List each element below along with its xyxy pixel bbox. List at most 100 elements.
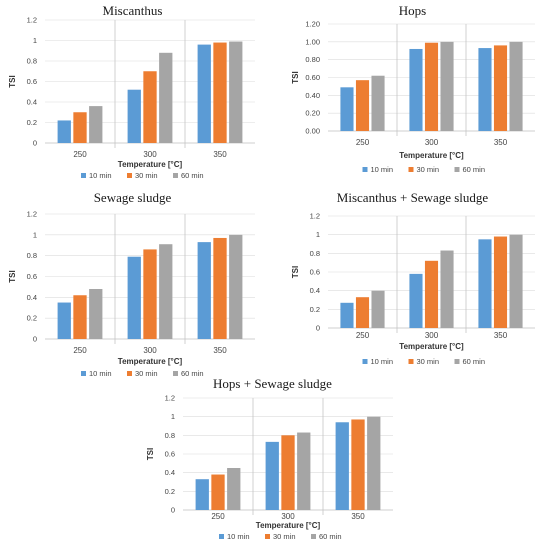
y-tick-label: 0.6: [27, 77, 37, 86]
legend-label: 30 min: [135, 171, 158, 180]
x-tick-label: 350: [213, 346, 227, 355]
y-tick-label: 0.40: [305, 91, 320, 100]
chart-hops: Hops 0.00 0.20 0.40 0.60 0.80 1.00 1.20 250 300 35…: [291, 3, 535, 174]
y-tick-label: 1.2: [27, 210, 37, 219]
bar-10-min-250: [57, 302, 71, 339]
bar-30-min-350: [493, 45, 508, 131]
bar-10-min-350: [478, 239, 492, 328]
chart-title: Sewage sludge: [94, 190, 172, 205]
legend-swatch: [173, 371, 178, 376]
bar-10-min-300: [409, 273, 423, 328]
chart-panel-hops: Hops 0.00 0.20 0.40 0.60 0.80 1.00 1.20 250 300 35…: [280, 0, 545, 185]
x-tick-label: 300: [425, 331, 439, 340]
y-tick-label: 1: [33, 36, 37, 45]
x-axis-label: Temperature [°C]: [399, 151, 464, 160]
y-tick-label: 1: [171, 412, 175, 421]
x-tick-label: 250: [73, 150, 87, 159]
legend-label: 30 min: [417, 165, 440, 174]
legend-label: 10 min: [89, 171, 112, 180]
legend-swatch: [173, 173, 178, 178]
y-tick-label: 0.60: [305, 73, 320, 82]
bar-60-min-350: [229, 41, 243, 143]
bar-60-min-300: [297, 432, 311, 510]
bar-10-min-250: [340, 302, 354, 328]
x-tick-label: 350: [213, 150, 227, 159]
x-tick-label: 350: [351, 512, 365, 521]
y-tick-label: 0.6: [27, 272, 37, 281]
legend-label: 10 min: [227, 532, 250, 541]
y-tick-label: 0: [316, 324, 320, 333]
legend-label: 10 min: [371, 357, 394, 366]
bar-10-min-250: [195, 479, 209, 510]
y-tick-label: 1.2: [310, 212, 320, 221]
y-tick-label: 0.8: [27, 251, 37, 260]
chart-title: Miscanthus: [103, 3, 163, 18]
bar-30-min-300: [143, 249, 157, 339]
bar-10-min-250: [340, 87, 354, 131]
x-tick-label: 300: [143, 150, 157, 159]
legend-label: 60 min: [181, 171, 204, 180]
y-tick-label: 0.4: [27, 98, 37, 107]
bar-60-min-300: [440, 41, 454, 132]
bar-60-min-250: [89, 289, 103, 339]
legend-label: 60 min: [463, 357, 486, 366]
legend-swatch: [408, 167, 414, 172]
y-tick-label: 0.20: [305, 109, 320, 118]
bar-30-min-350: [493, 236, 508, 328]
bar-60-min-250: [227, 468, 241, 510]
y-axis-label: TSI: [8, 270, 17, 282]
x-tick-label: 350: [494, 331, 508, 340]
x-tick-label: 300: [425, 138, 439, 147]
legend-label: 10 min: [89, 369, 112, 378]
bar-60-min-350: [509, 234, 523, 328]
legend-label: 60 min: [181, 369, 204, 378]
y-axis-label: TSI: [291, 71, 300, 83]
chart-panel-miscanthus-sewage-sludge: Miscanthus + Sewage sludge 0 0.2 0.4 0.6 0.8 1…: [280, 186, 545, 371]
y-tick-label: 1: [316, 230, 320, 239]
bar-10-min-300: [265, 441, 279, 510]
y-tick-label: 0.2: [27, 118, 37, 127]
y-tick-label: 0.2: [310, 305, 320, 314]
legend-swatch: [127, 371, 132, 376]
bar-30-min-250: [355, 80, 370, 131]
y-tick-label: 0.00: [305, 127, 320, 136]
y-tick-label: 1.00: [305, 37, 320, 46]
legend-label: 30 min: [135, 369, 158, 378]
bar-30-min-250: [73, 112, 87, 143]
y-tick-label: 0.6: [165, 450, 175, 459]
bar-30-min-250: [211, 474, 225, 510]
legend-swatch: [219, 534, 224, 539]
bar-10-min-300: [127, 89, 141, 143]
legend-swatch: [265, 534, 270, 539]
bar-30-min-250: [73, 295, 87, 339]
bar-10-min-350: [335, 422, 349, 510]
y-tick-label: 0.4: [310, 286, 320, 295]
bar-60-min-250: [371, 75, 385, 131]
bar-10-min-300: [409, 48, 423, 131]
x-tick-label: 250: [356, 331, 370, 340]
bar-10-min-350: [478, 48, 492, 132]
bar-30-min-350: [351, 419, 365, 510]
bar-10-min-350: [197, 242, 211, 339]
y-tick-label: 0: [33, 139, 37, 148]
y-axis-label: TSI: [291, 266, 300, 278]
legend-swatch: [81, 173, 86, 178]
bar-30-min-350: [213, 237, 227, 339]
chart-title: Hops: [399, 3, 426, 18]
bar-30-min-300: [424, 260, 439, 328]
bar-60-min-300: [159, 244, 173, 339]
y-tick-label: 0.4: [27, 293, 37, 302]
y-tick-label: 0: [171, 506, 175, 515]
y-tick-label: 1.2: [27, 16, 37, 25]
legend-swatch: [454, 359, 460, 364]
y-tick-label: 1.20: [305, 20, 320, 29]
x-tick-label: 300: [143, 346, 157, 355]
legend-swatch: [127, 173, 132, 178]
bar-10-min-300: [127, 256, 141, 339]
legend-swatch: [311, 534, 316, 539]
y-tick-label: 0.80: [305, 55, 320, 64]
chart-panel-hops-sewage-sludge: Hops + Sewage sludge 0 0.2 0.4 0.6 0.8 1 1.2 250…: [140, 372, 405, 542]
x-tick-label: 350: [494, 138, 508, 147]
chart-title: Miscanthus + Sewage sludge: [337, 190, 489, 205]
y-tick-label: 0.8: [27, 57, 37, 66]
